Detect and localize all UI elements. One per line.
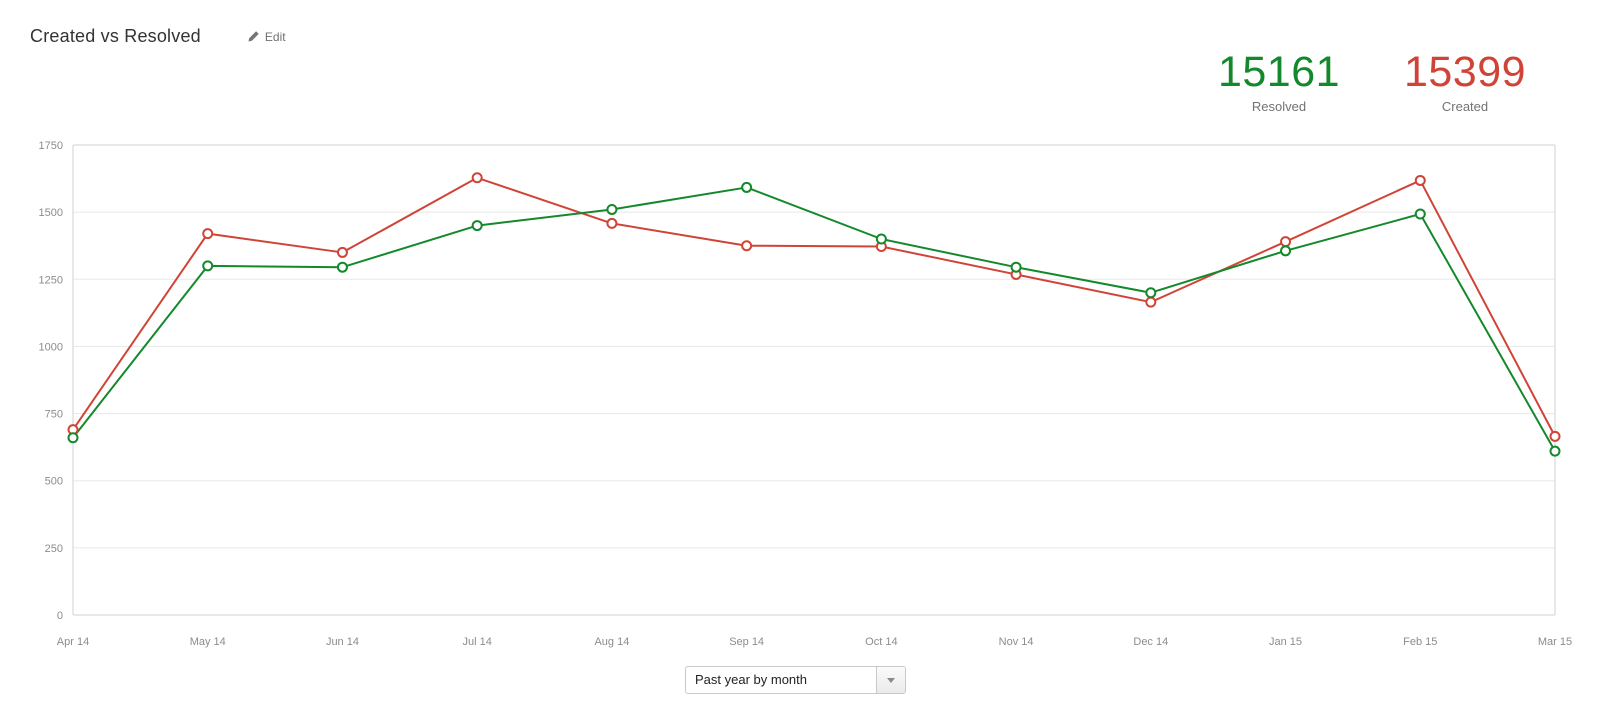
svg-text:500: 500 — [45, 476, 63, 488]
svg-text:Apr 14: Apr 14 — [57, 636, 89, 648]
period-select-value[interactable]: Past year by month — [695, 672, 807, 687]
chevron-down-icon — [887, 677, 895, 683]
edit-button[interactable]: Edit — [247, 30, 286, 44]
svg-text:250: 250 — [45, 543, 63, 555]
created-vs-resolved-chart: 0 250 500 750 1000 1250 1500 1750 Apr 14 May 14 Ju… — [39, 140, 1573, 648]
period-select-dropdown-button[interactable] — [876, 667, 905, 693]
created-summary: 15399 Created — [1400, 48, 1530, 115]
svg-text:Jul 14: Jul 14 — [463, 636, 492, 648]
resolved-total: 15161 — [1217, 48, 1341, 96]
created-total-label: Created — [1441, 99, 1489, 115]
svg-text:May 14: May 14 — [190, 636, 226, 648]
page-title: Created vs Resolved — [30, 26, 201, 46]
svg-text:1250: 1250 — [39, 274, 63, 286]
period-select[interactable]: Past year by month — [685, 666, 906, 694]
svg-text:750: 750 — [45, 409, 63, 421]
svg-text:1500: 1500 — [39, 207, 63, 219]
resolved-total-label: Resolved — [1251, 99, 1307, 115]
svg-text:1750: 1750 — [39, 140, 63, 152]
edit-label: Edit — [264, 29, 286, 44]
svg-text:Nov 14: Nov 14 — [999, 636, 1034, 648]
pencil-icon — [247, 30, 260, 43]
svg-text:Dec 14: Dec 14 — [1133, 636, 1168, 648]
summary-totals: 15161 Resolved 15399 Created — [1214, 48, 1530, 115]
created-total: 15399 — [1403, 48, 1527, 96]
svg-text:0: 0 — [57, 610, 63, 622]
svg-text:Feb 15: Feb 15 — [1403, 636, 1437, 648]
svg-text:Mar 15: Mar 15 — [1538, 636, 1572, 648]
resolved-summary: 15161 Resolved — [1214, 48, 1344, 115]
gadget-header: Created vs Resolved Edit — [30, 26, 286, 47]
svg-text:Oct 14: Oct 14 — [865, 636, 897, 648]
svg-text:Jun 14: Jun 14 — [326, 636, 359, 648]
svg-text:Sep 14: Sep 14 — [729, 636, 764, 648]
svg-text:Jan 15: Jan 15 — [1269, 636, 1302, 648]
svg-text:Aug 14: Aug 14 — [594, 636, 629, 648]
svg-text:1000: 1000 — [39, 341, 63, 353]
